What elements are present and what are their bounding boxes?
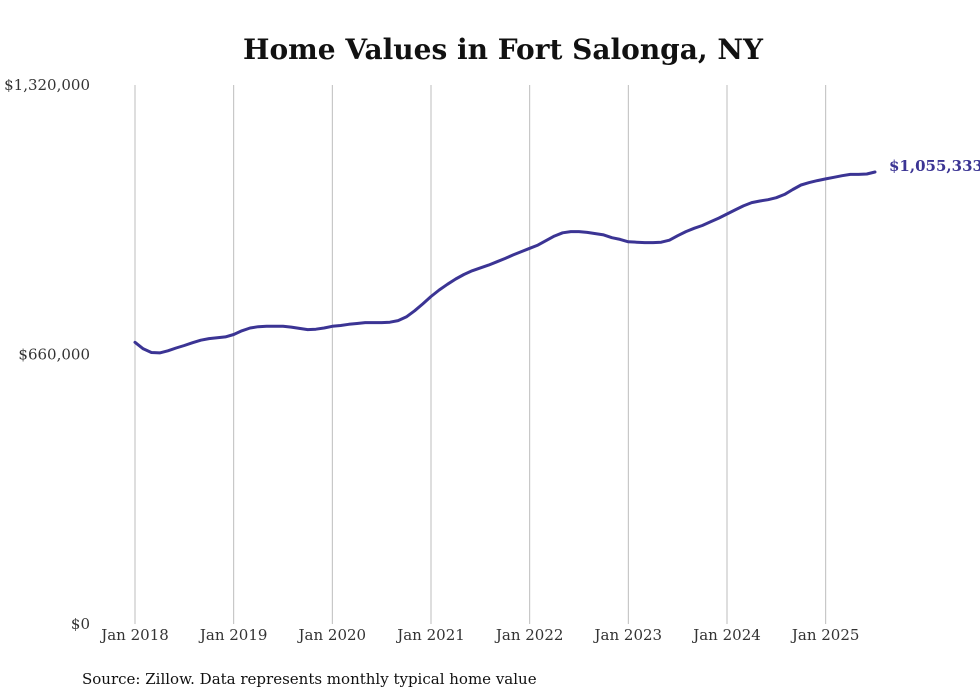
x-axis-ticks: Jan 2018 Jan 2019 Jan 2020 Jan 2021 Jan 2022… [99, 626, 859, 644]
y-tick-label: $0 [71, 615, 90, 633]
home-value-line [133, 170, 877, 355]
x-tick-label: Jan 2024 [691, 626, 761, 644]
x-tick-label: Jan 2018 [99, 626, 169, 644]
x-tick-label: Jan 2019 [198, 626, 268, 644]
source-note: Source: Zillow. Data represents monthly … [82, 670, 537, 688]
x-tick-label: Jan 2022 [494, 626, 564, 644]
gridlines [134, 85, 827, 624]
x-tick-label: Jan 2025 [790, 626, 860, 644]
y-tick-label: $660,000 [18, 346, 90, 364]
x-tick-label: Jan 2023 [593, 626, 663, 644]
series-layer [133, 170, 877, 355]
end-value-label: $1,055,333 [889, 157, 980, 175]
x-tick-label: Jan 2020 [297, 626, 367, 644]
chart-title: Home Values in Fort Salonga, NY [243, 33, 764, 66]
y-axis-ticks: $0 $660,000 $1,320,000 [4, 76, 90, 633]
x-tick-label: Jan 2021 [395, 626, 465, 644]
y-tick-label: $1,320,000 [4, 76, 90, 94]
